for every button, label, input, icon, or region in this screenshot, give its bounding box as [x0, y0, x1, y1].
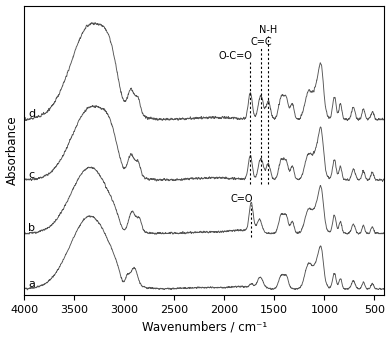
Text: C=C: C=C	[250, 37, 272, 46]
Text: a: a	[28, 279, 35, 288]
X-axis label: Wavenumbers / cm⁻¹: Wavenumbers / cm⁻¹	[142, 320, 267, 334]
Y-axis label: Absorbance: Absorbance	[5, 116, 18, 185]
Text: c: c	[28, 170, 34, 180]
Text: C=O: C=O	[231, 194, 253, 204]
Text: b: b	[28, 223, 35, 233]
Text: N-H: N-H	[259, 25, 278, 35]
Text: d: d	[28, 109, 35, 119]
Text: O-C=O: O-C=O	[218, 51, 252, 61]
